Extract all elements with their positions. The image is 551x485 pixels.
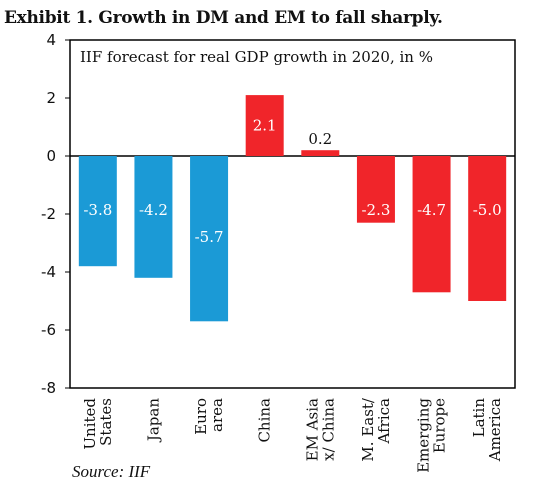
data-label: 0.2 bbox=[308, 130, 332, 148]
data-label: -3.8 bbox=[83, 201, 112, 219]
y-tick-label: -2 bbox=[41, 205, 56, 223]
bar bbox=[78, 156, 117, 267]
bar bbox=[301, 150, 340, 156]
bar bbox=[468, 156, 507, 301]
category-label: States bbox=[97, 398, 115, 446]
category-label: EM Asia bbox=[303, 398, 321, 461]
y-tick-label: 0 bbox=[46, 147, 56, 165]
category-label: China bbox=[256, 398, 274, 443]
category-label: M. East/ bbox=[359, 397, 377, 462]
bar bbox=[245, 95, 284, 156]
category-label: Europe bbox=[431, 398, 449, 453]
chart-subtitle: IIF forecast for real GDP growth in 2020… bbox=[80, 48, 433, 66]
data-label: -5.7 bbox=[195, 228, 224, 246]
y-tick-label: -6 bbox=[41, 321, 56, 339]
category-label: Latin bbox=[470, 398, 488, 438]
data-label: -4.7 bbox=[417, 201, 446, 219]
category-label: Emerging bbox=[415, 398, 433, 473]
source-note: Source: IIF bbox=[72, 462, 151, 481]
bar bbox=[412, 156, 451, 293]
data-label: -4.2 bbox=[139, 201, 168, 219]
y-tick-label: 4 bbox=[46, 31, 56, 49]
bar bbox=[190, 156, 229, 322]
data-label: 2.1 bbox=[253, 117, 277, 135]
y-tick-label: -4 bbox=[41, 263, 56, 281]
category-label: Africa bbox=[375, 398, 393, 444]
category-label: America bbox=[486, 398, 504, 462]
category-label: Japan bbox=[144, 398, 162, 444]
data-label: -2.3 bbox=[361, 201, 390, 219]
data-label: -5.0 bbox=[473, 201, 502, 219]
bar bbox=[356, 156, 395, 223]
chart-title: Exhibit 1. Growth in DM and EM to fall s… bbox=[4, 8, 443, 28]
category-label: x/ China bbox=[319, 398, 337, 461]
category-label: United bbox=[81, 398, 99, 450]
category-label: area bbox=[208, 398, 226, 432]
category-label: Euro bbox=[192, 398, 210, 435]
y-tick-label: 2 bbox=[46, 89, 56, 107]
bar bbox=[134, 156, 173, 278]
y-tick-label: -8 bbox=[41, 379, 56, 397]
